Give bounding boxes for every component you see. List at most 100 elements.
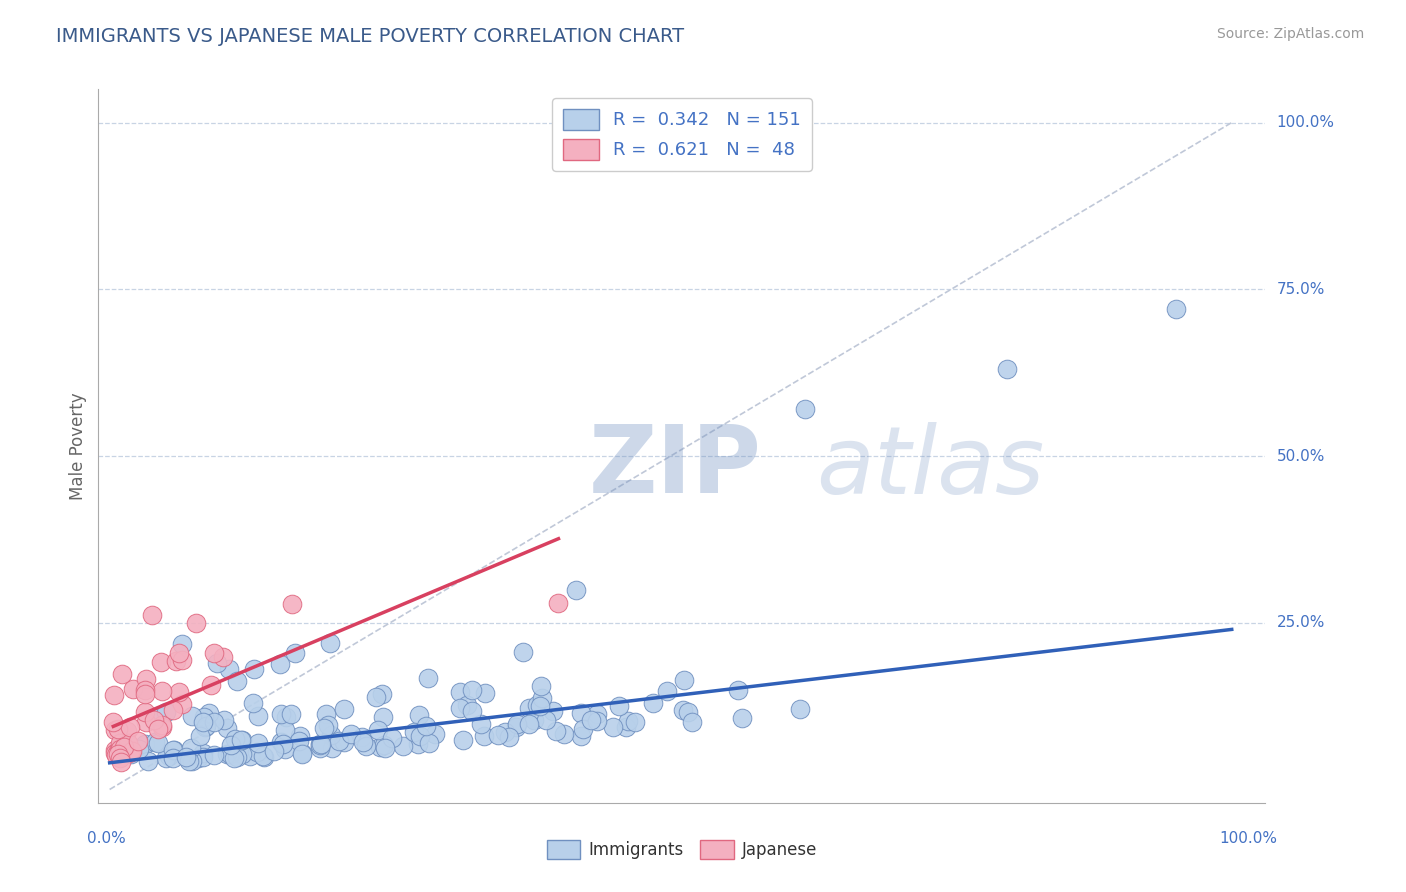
Point — [572, 723, 595, 737]
Point — [195, 719, 218, 733]
Point — [107, 722, 129, 736]
Point — [614, 720, 637, 734]
Point — [193, 710, 215, 724]
Point — [274, 723, 297, 737]
Point — [506, 717, 529, 731]
Point — [118, 745, 141, 759]
Point — [319, 728, 342, 742]
Point — [402, 725, 425, 739]
Point — [187, 751, 209, 765]
Point — [672, 703, 695, 717]
Point — [291, 746, 314, 760]
Point — [449, 701, 471, 715]
Point — [135, 672, 157, 686]
Point — [180, 741, 202, 756]
Point — [472, 729, 495, 743]
Point — [569, 706, 592, 720]
Point — [150, 684, 173, 698]
Point — [118, 746, 141, 760]
Point — [418, 736, 440, 750]
Point — [461, 683, 484, 698]
Point — [212, 713, 235, 727]
Point — [547, 596, 569, 610]
Point — [602, 720, 624, 734]
Point — [134, 682, 156, 697]
Point — [408, 729, 430, 743]
Y-axis label: Male Poverty: Male Poverty — [69, 392, 87, 500]
Point — [198, 706, 221, 721]
Text: 25.0%: 25.0% — [1277, 615, 1324, 631]
Point — [115, 723, 138, 738]
Point — [103, 688, 125, 702]
Point — [352, 730, 374, 744]
Text: ZIP: ZIP — [589, 421, 762, 514]
Point — [316, 717, 339, 731]
Point — [179, 754, 201, 768]
Point — [519, 717, 541, 731]
Point — [200, 678, 222, 692]
Point — [231, 747, 253, 762]
Point — [202, 715, 225, 730]
Point — [579, 713, 602, 727]
Point — [789, 702, 811, 716]
Point — [243, 662, 266, 676]
Point — [280, 706, 302, 721]
Point — [270, 707, 292, 722]
Point — [188, 729, 211, 743]
Point — [184, 616, 207, 631]
Point — [586, 706, 609, 721]
Point — [1164, 302, 1187, 317]
Point — [181, 754, 204, 768]
Point — [127, 734, 149, 748]
Point — [134, 705, 156, 719]
Point — [371, 709, 394, 723]
Point — [657, 684, 679, 698]
Point — [226, 673, 249, 688]
Point — [180, 709, 202, 723]
Point — [319, 636, 342, 650]
Point — [174, 749, 197, 764]
Point — [309, 738, 332, 752]
Point — [219, 747, 242, 762]
Point — [149, 655, 172, 669]
Point — [309, 741, 332, 756]
Point — [340, 727, 363, 741]
Point — [152, 718, 174, 732]
Point — [470, 716, 492, 731]
Point — [191, 715, 214, 730]
Point — [231, 733, 253, 747]
Point — [291, 747, 314, 762]
Point — [150, 720, 173, 734]
Point — [110, 741, 132, 756]
Point — [172, 637, 194, 651]
Text: atlas: atlas — [815, 422, 1045, 513]
Point — [157, 749, 180, 764]
Point — [356, 739, 378, 753]
Text: IMMIGRANTS VS JAPANESE MALE POVERTY CORRELATION CHART: IMMIGRANTS VS JAPANESE MALE POVERTY CORR… — [56, 27, 685, 45]
Point — [252, 749, 274, 764]
Point — [536, 713, 558, 727]
Point — [170, 652, 193, 666]
Point — [155, 751, 177, 765]
Legend: Immigrants, Japanese: Immigrants, Japanese — [540, 833, 824, 866]
Point — [530, 679, 553, 693]
Point — [461, 704, 484, 718]
Point — [103, 714, 125, 729]
Point — [333, 702, 356, 716]
Point — [105, 747, 128, 762]
Point — [541, 704, 564, 718]
Point — [609, 698, 631, 713]
Point — [270, 735, 292, 749]
Point — [211, 650, 233, 665]
Point — [134, 738, 156, 752]
Point — [281, 597, 304, 611]
Point — [284, 646, 307, 660]
Point — [194, 720, 217, 734]
Point — [367, 723, 389, 737]
Point — [120, 747, 142, 761]
Point — [253, 749, 276, 764]
Point — [226, 749, 249, 764]
Point — [108, 750, 131, 764]
Point — [205, 656, 228, 670]
Point — [108, 736, 131, 750]
